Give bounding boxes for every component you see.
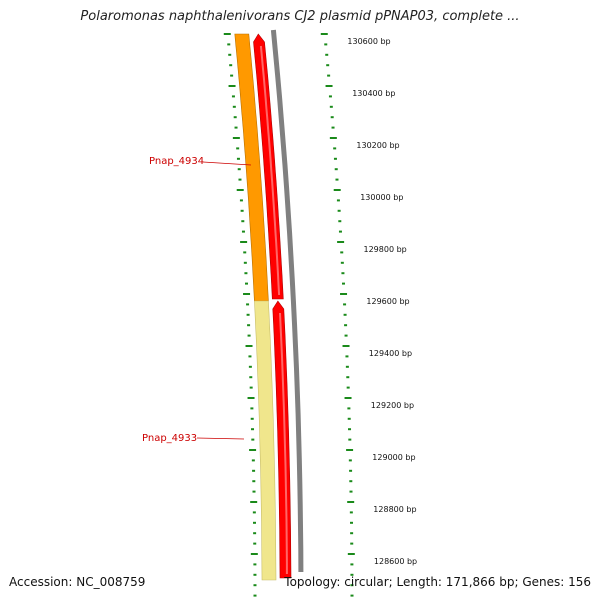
ruler-label: 129600 bp xyxy=(366,297,409,306)
genome-summary-text: Topology: circular; Length: 171,866 bp; … xyxy=(284,575,591,589)
backbone-arc xyxy=(270,29,304,573)
inner-tick-marks xyxy=(223,33,258,597)
cds-highlight xyxy=(279,312,288,574)
accession-text: Accession: NC_008759 xyxy=(9,575,146,589)
ruler-label: 129800 bp xyxy=(364,245,407,254)
gene-feature-pnap-4933[interactable] xyxy=(254,300,277,581)
ruler-label: 130000 bp xyxy=(360,193,403,202)
gene-label-leader xyxy=(196,437,245,440)
ruler-label: 129200 bp xyxy=(371,401,414,410)
gene-label-pnap-4934[interactable]: Pnap_4934 xyxy=(149,156,204,167)
outer-tick-marks xyxy=(320,33,355,597)
ruler-labels: 130600 bp 130400 bp 130200 bp 130000 bp 1298… xyxy=(347,37,417,566)
gene-label-pnap-4933[interactable]: Pnap_4933 xyxy=(142,433,197,444)
map-title: Polaromonas naphthalenivorans CJ2 plasmi… xyxy=(80,9,520,24)
ruler-label: 128600 bp xyxy=(374,557,417,566)
ruler-label: 130600 bp xyxy=(347,37,390,46)
gene-label-leader xyxy=(202,161,252,166)
ruler-label: 129000 bp xyxy=(372,453,415,462)
cds-highlight xyxy=(259,45,281,296)
ruler-label: 128800 bp xyxy=(373,505,416,514)
ruler-label: 130400 bp xyxy=(352,89,395,98)
ruler-label: 129400 bp xyxy=(369,349,412,358)
ruler-label: 130200 bp xyxy=(356,141,399,150)
